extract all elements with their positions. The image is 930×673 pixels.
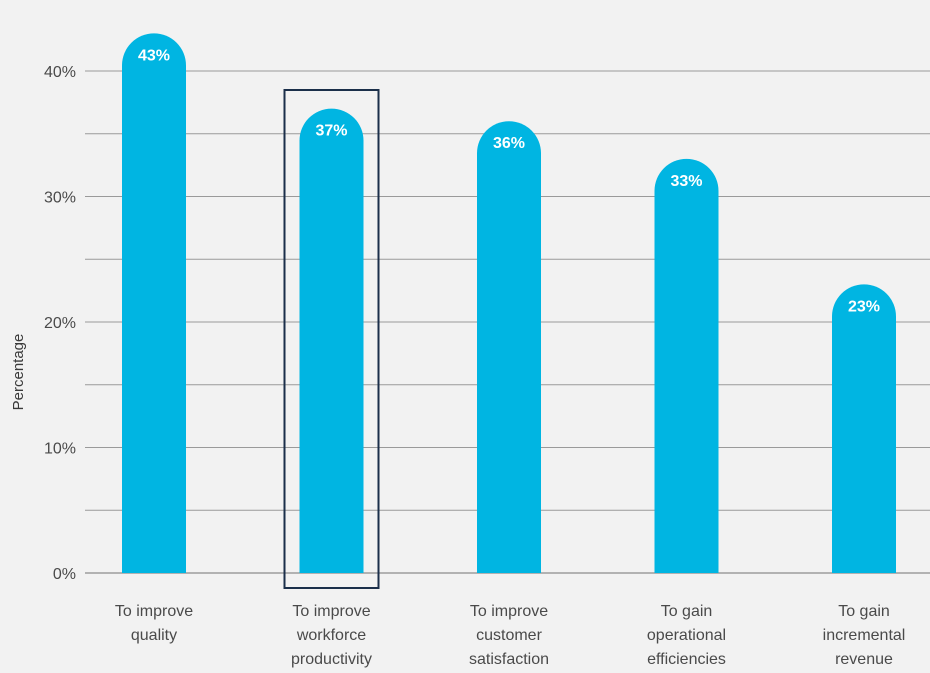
x-tick-label: To improve	[292, 603, 370, 620]
y-tick-label: 20%	[44, 315, 76, 332]
x-tick-label: productivity	[291, 651, 372, 668]
x-tick-label: To improve	[115, 603, 193, 620]
y-tick-label: 40%	[44, 64, 76, 81]
bars: 43% 37% 36% 33% 23%	[122, 33, 896, 574]
bar-value-label: 33%	[670, 173, 702, 190]
x-tick-label: satisfaction	[469, 651, 549, 668]
bar-value-label: 37%	[315, 123, 347, 140]
x-tick-label: operational	[647, 627, 726, 644]
bar	[122, 33, 186, 574]
x-tick-label: To improve	[470, 603, 548, 620]
bar	[832, 284, 896, 573]
y-tick-label: 0%	[53, 566, 76, 583]
x-tick-label: customer	[476, 627, 542, 644]
x-tick-label: To gain	[661, 603, 713, 620]
axes: 0% 10% 20% 30% 40% To improve quality To improv…	[44, 64, 905, 668]
x-tick-label: incremental	[823, 627, 906, 644]
x-tick-label: workforce	[296, 627, 366, 644]
bar	[299, 108, 364, 573]
y-axis-label: Percentage	[10, 334, 27, 411]
y-tick-label: 10%	[44, 441, 76, 458]
highlight-box	[283, 89, 380, 589]
bar	[477, 121, 541, 573]
bar-value-label: 23%	[848, 298, 880, 315]
x-tick-label: efficiencies	[647, 651, 726, 668]
x-tick-label: revenue	[835, 651, 893, 668]
bar-value-label: 36%	[493, 135, 525, 152]
x-tick-label: quality	[131, 627, 177, 644]
bar-value-label: 43%	[138, 47, 170, 64]
y-tick-label: 30%	[44, 190, 76, 207]
x-tick-label: To gain	[838, 603, 890, 620]
bar	[654, 158, 719, 573]
